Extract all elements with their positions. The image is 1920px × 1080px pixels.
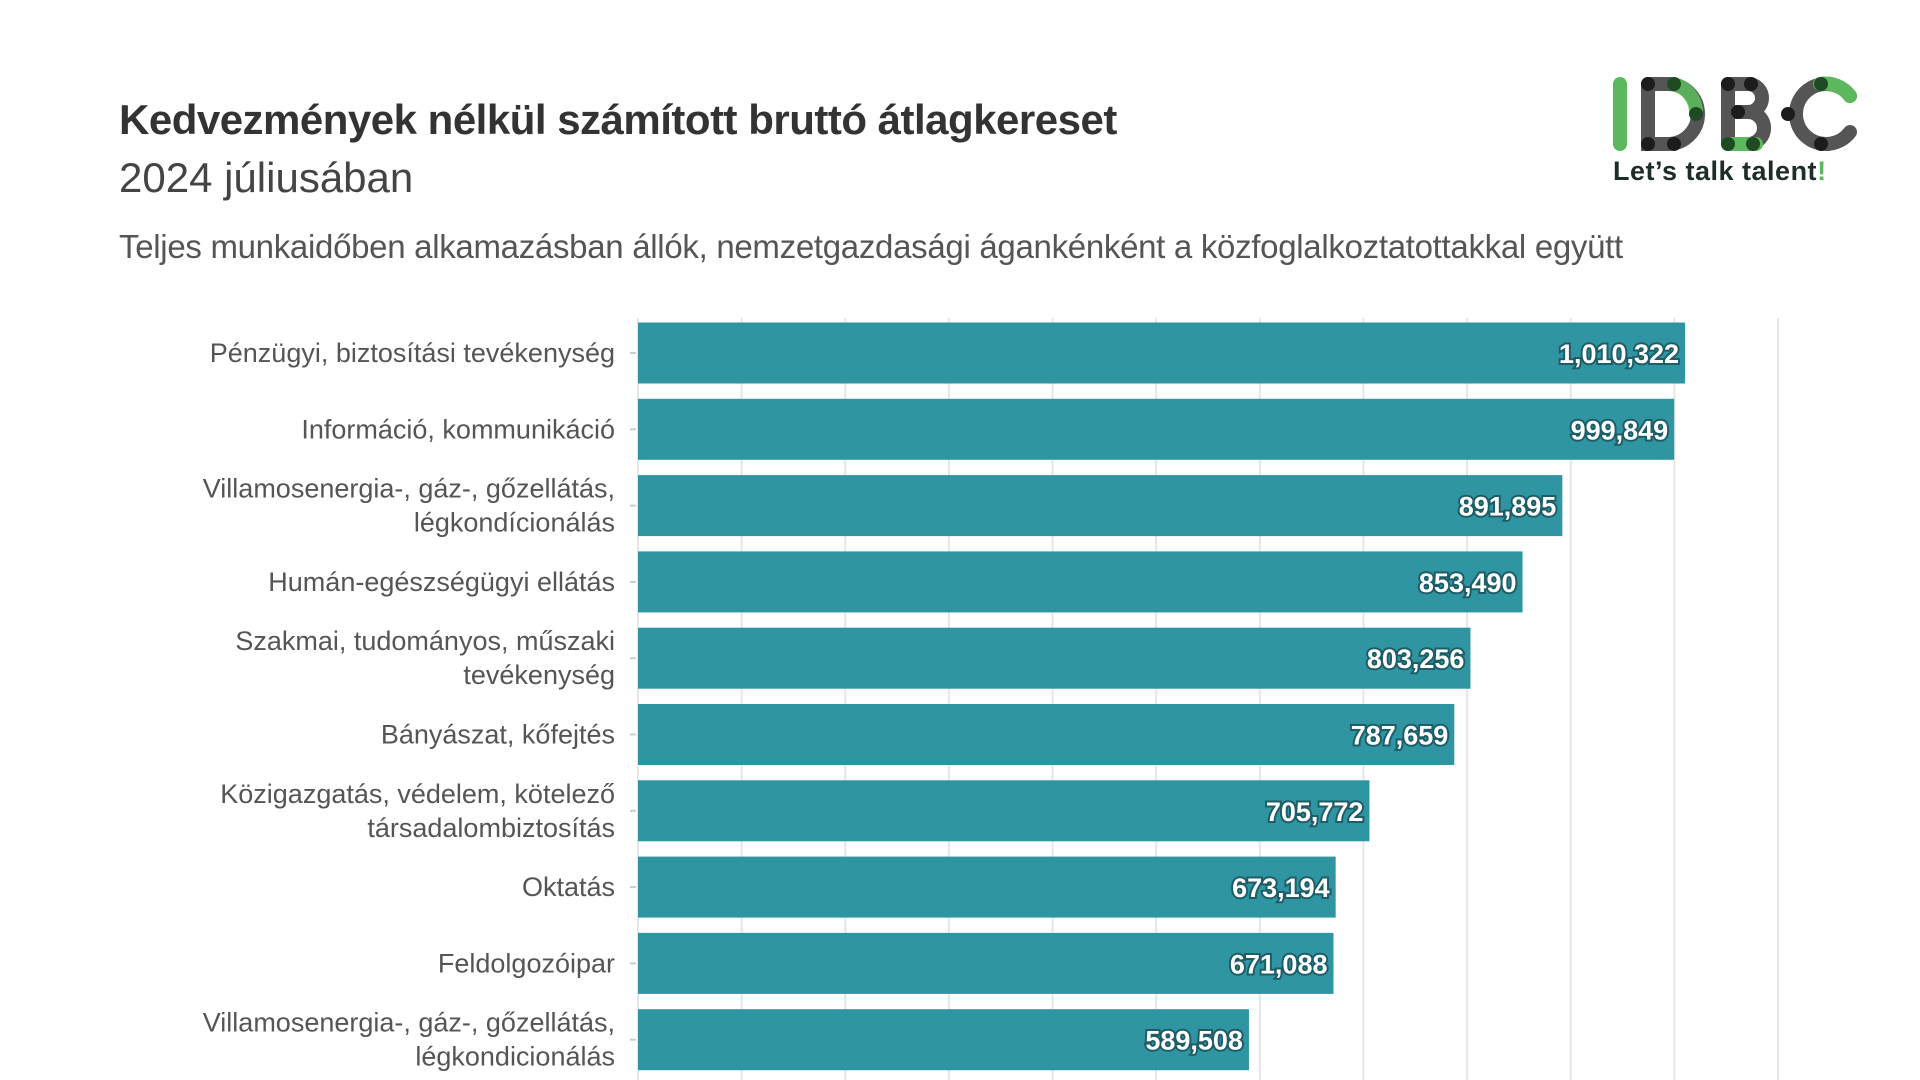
category-label: Információ, kommunikáció	[301, 414, 615, 444]
bar	[638, 475, 1563, 537]
value-label: 803,256	[1367, 644, 1465, 674]
chart-description: Teljes munkaidőben alkamazásban állók, n…	[119, 228, 1623, 265]
value-label: 853,490	[1419, 568, 1517, 598]
bar	[638, 322, 1686, 384]
category-label: Bányászat, kőfejtés	[381, 720, 615, 750]
chart-title: Kedvezmények nélkül számított bruttó átl…	[119, 96, 1117, 143]
category-label: Szakmai, tudományos, műszaki tevékenység	[235, 626, 615, 690]
value-labels: 1,010,322 999,849 891,895 853,490 803,256 787…	[1143, 337, 1681, 1058]
value-label: 705,772	[1266, 797, 1364, 827]
category-label: Villamosenergia-, gáz-, gőzellátás, légko…	[203, 1008, 615, 1072]
value-label: 1,010,322	[1559, 339, 1679, 369]
value-label: 673,194	[1232, 873, 1330, 903]
chart-subtitle: 2024 júliusában	[119, 154, 414, 201]
bar	[638, 704, 1455, 765]
bars	[630, 322, 1686, 1071]
value-label: 787,659	[1351, 721, 1449, 751]
bar	[638, 551, 1523, 613]
bar	[638, 398, 1675, 460]
tagline-text: Let’s talk talent	[1613, 156, 1818, 186]
bar	[638, 932, 1334, 994]
category-label: Villamosenergia-, gáz-, gőzellátás, légko…	[203, 474, 615, 538]
bar	[638, 1009, 1249, 1071]
category-label: Pénzügyi, biztosítási tevékenység	[210, 338, 615, 368]
category-label: Közigazgatás, védelem, kötelező társadalo…	[220, 779, 615, 843]
logo-tagline: Let’s talk talent!	[1613, 156, 1827, 187]
idbc-logo	[1613, 76, 1857, 151]
category-label: Feldolgozóipar	[438, 948, 615, 978]
bar	[638, 780, 1370, 842]
category-labels: Pénzügyi, biztosítási tevékenység Informá…	[203, 338, 615, 1072]
bar	[638, 627, 1471, 689]
category-label: Oktatás	[522, 872, 615, 902]
value-label: 589,508	[1145, 1026, 1243, 1056]
value-label: 891,895	[1459, 492, 1557, 522]
category-label: Humán-egészségügyi ellátás	[268, 567, 615, 597]
value-label: 671,088	[1230, 949, 1328, 979]
bar	[638, 856, 1336, 918]
tagline-mark: !	[1817, 156, 1827, 186]
value-label: 999,849	[1571, 415, 1669, 445]
